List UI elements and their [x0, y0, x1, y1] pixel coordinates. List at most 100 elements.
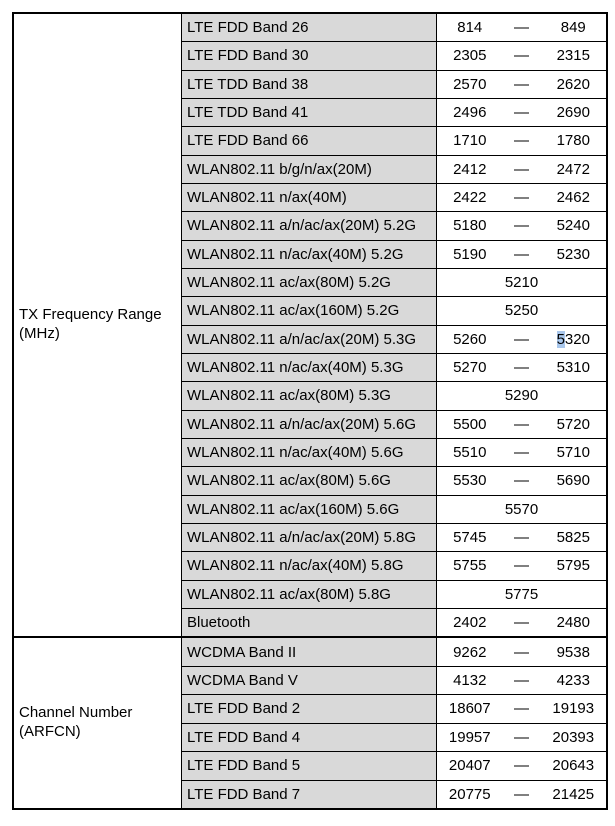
range-dash: —: [514, 728, 529, 746]
range-cell: 9262 — 9538: [437, 638, 606, 665]
frequency-spec-table: TX Frequency Range (MHz) LTE FDD Band 26…: [12, 12, 608, 810]
range-cell: 2412 — 2472: [437, 156, 606, 183]
section-tx-frequency-range: TX Frequency Range (MHz) LTE FDD Band 26…: [14, 14, 606, 637]
range-dash: —: [514, 785, 529, 803]
range-dash: —: [514, 444, 529, 462]
range-cell: 20775 — 21425: [437, 781, 606, 808]
range-cell: 2422 — 2462: [437, 184, 606, 211]
table-row: WLAN802.11 n/ac/ax(40M) 5.8G 5755 — 5795: [182, 551, 606, 580]
range-max: 4233: [556, 671, 590, 689]
range-dash: —: [514, 671, 529, 689]
range-min: 19957: [448, 728, 491, 746]
band-name-cell: WLAN802.11 n/ax(40M): [182, 183, 437, 212]
band-name-cell: LTE FDD Band 30: [182, 42, 437, 70]
table-row: WLAN802.11 n/ac/ax(40M) 5.2G 5190 — 5230: [182, 239, 606, 268]
band-name-cell: LTE FDD Band 7: [182, 780, 437, 808]
value-cell: 5210: [437, 269, 606, 296]
table-row: LTE FDD Band 66 1710 — 1780: [182, 126, 606, 155]
range-value: 5290: [504, 387, 539, 405]
range-min: 2570: [453, 75, 487, 93]
table-row: LTE FDD Band 2 18607 — 19193: [182, 694, 606, 723]
table-row: WCDMA Band V 4132 — 4233: [182, 665, 606, 695]
range-min: 5755: [453, 557, 487, 575]
range-min: 5260: [453, 330, 487, 348]
range-dash: —: [514, 359, 529, 377]
range-cell: 5500 — 5720: [437, 411, 606, 438]
range-dash: —: [514, 643, 529, 661]
range-dash: —: [514, 245, 529, 263]
range-cell: 4132 — 4233: [437, 667, 606, 694]
band-name-cell: WCDMA Band II: [182, 638, 437, 666]
range-cell: 5530 — 5690: [437, 467, 606, 494]
table-row: LTE TDD Band 38 2570 — 2620: [182, 69, 606, 98]
text-selection-highlight: 5: [556, 330, 565, 348]
range-min: 5530: [453, 472, 487, 490]
range-min: 2496: [453, 104, 487, 122]
range-min: 5180: [453, 217, 487, 235]
band-name-cell: WCDMA Band V: [182, 666, 437, 695]
range-max: 21425: [552, 785, 595, 803]
range-dash: —: [514, 529, 529, 547]
table-row: LTE FDD Band 30 2305 — 2315: [182, 41, 606, 70]
range-cell: 18607 — 19193: [437, 695, 606, 722]
band-name-cell: WLAN802.11 n/ac/ax(40M) 5.6G: [182, 438, 437, 467]
range-value: 5570: [504, 500, 539, 518]
range-value: 5775: [504, 585, 539, 603]
range-max: 2472: [556, 160, 590, 178]
range-min: 2412: [453, 160, 487, 178]
value-cell: 5775: [437, 581, 606, 608]
range-max: 5230: [556, 245, 590, 263]
table-row: WLAN802.11 ac/ax(80M) 5.8G 5775: [182, 579, 606, 608]
range-cell: 814 — 849: [437, 14, 606, 41]
range-cell: 20407 — 20643: [437, 752, 606, 779]
range-max: 2462: [556, 189, 590, 207]
range-max: 20393: [552, 728, 595, 746]
band-name-cell: LTE FDD Band 5: [182, 752, 437, 780]
range-cell: 5270 — 5310: [437, 354, 606, 381]
band-name-cell: WLAN802.11 ac/ax(80M) 5.3G: [182, 382, 437, 410]
range-max: 849: [560, 19, 586, 37]
band-name-cell: WLAN802.11 n/ac/ax(40M) 5.3G: [182, 353, 437, 382]
table-row: LTE FDD Band 4 19957 — 20393: [182, 722, 606, 752]
range-min: 2422: [453, 189, 487, 207]
band-name-cell: WLAN802.11 ac/ax(160M) 5.6G: [182, 495, 437, 523]
band-name-cell: WLAN802.11 ac/ax(80M) 5.2G: [182, 268, 437, 297]
table-row: Bluetooth 2402 — 2480: [182, 607, 606, 637]
range-min: 814: [457, 19, 483, 37]
band-name-cell: LTE FDD Band 26: [182, 14, 437, 42]
value-cell: 5250: [437, 297, 606, 324]
range-value: 5250: [504, 302, 539, 320]
range-max: 2480: [556, 614, 590, 632]
band-name-cell: WLAN802.11 n/ac/ax(40M) 5.8G: [182, 552, 437, 580]
range-min: 2402: [453, 614, 487, 632]
range-dash: —: [514, 415, 529, 433]
range-max: 5795: [556, 557, 590, 575]
range-min: 4132: [453, 671, 487, 689]
range-min: 5510: [453, 444, 487, 462]
range-max: 2315: [556, 47, 590, 65]
section-channel-number: Channel Number (ARFCN) WCDMA Band II 9262…: [14, 636, 606, 808]
band-name-cell: LTE FDD Band 66: [182, 127, 437, 155]
table-row: LTE TDD Band 41 2496 — 2690: [182, 97, 606, 127]
range-max: 9538: [556, 643, 590, 661]
value-cell: 5570: [437, 496, 606, 523]
range-dash: —: [514, 75, 529, 93]
range-cell: 5260 — 5320: [437, 326, 606, 353]
range-dash: —: [514, 160, 529, 178]
range-dash: —: [514, 104, 529, 122]
table-row: WLAN802.11 a/n/ac/ax(20M) 5.3G 5260 — 5320: [182, 324, 606, 353]
range-max: 5720: [556, 415, 590, 433]
range-dash: —: [514, 614, 529, 632]
table-row: WLAN802.11 n/ac/ax(40M) 5.3G 5270 — 5310: [182, 352, 606, 382]
range-max: 19193: [552, 700, 595, 718]
range-min: 5500: [453, 415, 487, 433]
range-min: 20407: [448, 757, 491, 775]
range-dash: —: [514, 132, 529, 150]
table-row: WLAN802.11 a/n/ac/ax(20M) 5.6G 5500 — 5720: [182, 409, 606, 438]
range-max: 5710: [556, 444, 590, 462]
range-dash: —: [514, 47, 529, 65]
range-max: 2620: [556, 75, 590, 93]
range-cell: 5745 — 5825: [437, 524, 606, 551]
band-name-cell: WLAN802.11 a/n/ac/ax(20M) 5.8G: [182, 523, 437, 552]
range-dash: —: [514, 19, 529, 37]
